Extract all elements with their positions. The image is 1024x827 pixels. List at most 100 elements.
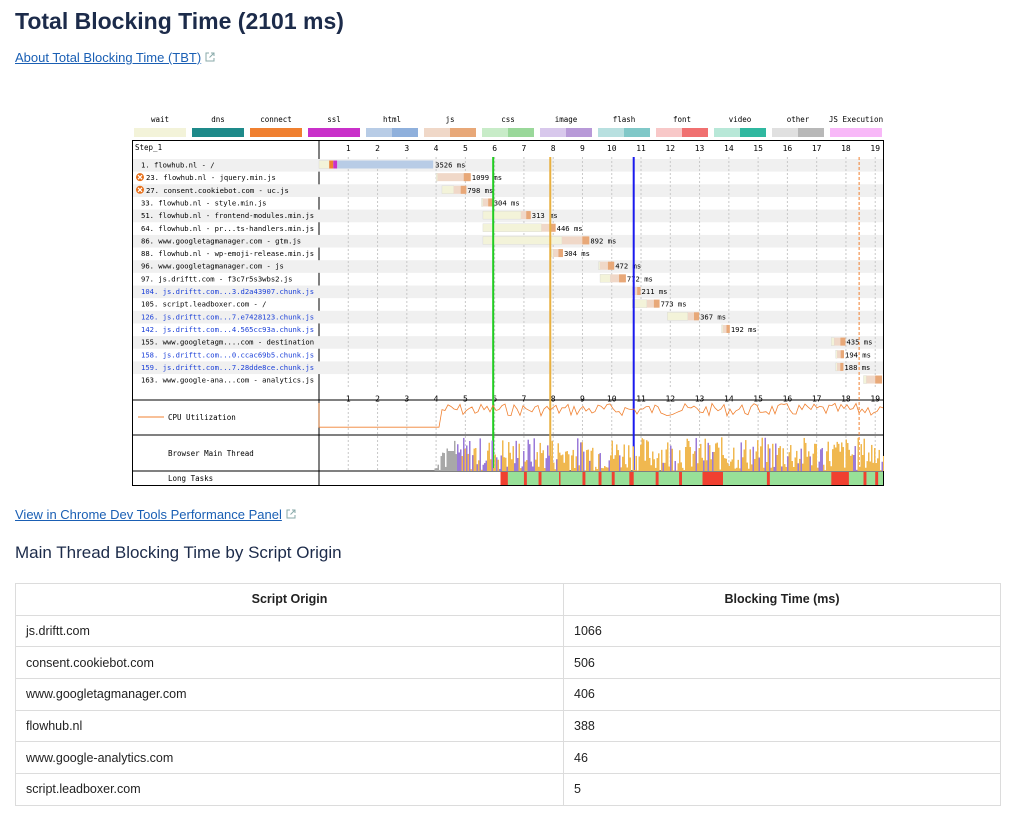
main-thread-activity (485, 460, 487, 471)
main-thread-activity (542, 450, 544, 471)
request-wait-bar (318, 160, 330, 169)
main-thread-activity (736, 467, 738, 471)
legend-swatch (772, 128, 798, 137)
main-thread-activity (673, 470, 675, 471)
main-thread-activity (818, 461, 820, 471)
legend-label: font (673, 115, 691, 124)
blocking-time-cell: 1066 (563, 614, 1001, 648)
main-thread-activity (670, 445, 672, 471)
main-thread-activity (638, 456, 640, 471)
request-time: 3526 ms (435, 161, 465, 170)
request-time: 773 ms (661, 300, 687, 309)
main-thread-activity (506, 466, 508, 471)
main-thread-activity (853, 455, 855, 471)
main-thread-activity (484, 463, 486, 471)
tick-label-bottom: 14 (724, 395, 734, 404)
main-thread-activity (472, 455, 474, 471)
request-download-bar (840, 362, 844, 371)
tick-label-bottom: 18 (841, 395, 851, 404)
tick-label-top: 10 (607, 144, 617, 153)
main-thread-activity (692, 453, 694, 471)
request-time: 367 ms (700, 312, 726, 321)
request-time: 446 ms (557, 224, 583, 233)
legend-swatch (830, 128, 856, 137)
main-thread-activity (560, 455, 562, 471)
main-thread-activity (511, 459, 513, 471)
request-download-bar (460, 185, 467, 194)
main-thread-activity (481, 469, 483, 471)
main-thread-activity (865, 467, 867, 471)
main-thread-activity (637, 470, 639, 471)
main-thread-activity (799, 458, 801, 471)
tick-label-bottom: 5 (463, 395, 468, 404)
main-thread-activity (731, 459, 733, 471)
main-thread-activity (844, 467, 846, 471)
main-thread-activity (856, 469, 858, 471)
external-link-icon (205, 52, 215, 62)
long-task-block (598, 472, 602, 485)
main-thread-activity (787, 456, 789, 471)
main-thread-activity (623, 444, 625, 471)
main-thread-activity (476, 464, 478, 471)
long-task-block (582, 472, 586, 485)
main-thread-activity (772, 443, 774, 471)
main-thread-activity (452, 451, 454, 471)
legend-swatch (334, 128, 360, 137)
request-label: 86. www.googletagmanager.com - gtm.js (141, 236, 301, 245)
main-thread-activity (863, 438, 865, 471)
tick-label-top: 14 (724, 144, 734, 153)
blocked-icon-cross (137, 187, 143, 193)
main-thread-activity (745, 440, 747, 471)
main-thread-activity (581, 442, 583, 471)
main-thread-activity (547, 445, 549, 471)
main-thread-activity (590, 450, 592, 471)
main-thread-activity (655, 467, 657, 471)
main-thread-activity (857, 437, 859, 471)
main-thread-activity (782, 448, 784, 471)
legend-swatch (192, 128, 218, 137)
column-header-blocking-time: Blocking Time (ms) (563, 583, 1001, 616)
main-thread-activity (871, 444, 873, 471)
section-title: Main Thread Blocking Time by Script Orig… (15, 543, 342, 562)
main-thread-activity (838, 443, 840, 471)
legend-swatch (714, 128, 740, 137)
main-thread-activity (488, 442, 490, 471)
main-thread-activity (734, 468, 736, 471)
main-thread-activity (769, 448, 771, 471)
tick-label-top: 16 (783, 144, 793, 153)
about-tbt-link[interactable]: About Total Blocking Time (TBT) (15, 50, 215, 65)
request-ttfb-bar (722, 324, 729, 333)
tick-label-top: 1 (346, 144, 351, 153)
main-thread-activity (497, 459, 499, 471)
main-thread-activity (442, 452, 444, 471)
legend-swatch (160, 128, 186, 137)
main-thread-activity (535, 459, 537, 471)
main-thread-activity (436, 468, 438, 471)
main-thread-activity (575, 456, 577, 471)
tick-label-top: 8 (551, 144, 556, 153)
tick-label-top: 2 (375, 144, 380, 153)
request-ttfb-bar (687, 312, 699, 321)
main-thread-activity (658, 453, 660, 471)
legend-label: dns (211, 115, 225, 124)
main-thread-activity (845, 439, 847, 471)
tick-label-bottom: 16 (783, 395, 793, 404)
request-label: 159. js.driftt.com...7.28dde8ce.chunk.js (141, 363, 314, 372)
legend-swatch (308, 128, 334, 137)
long-task-block (538, 472, 542, 485)
request-wait-bar (667, 312, 689, 321)
request-label: 158. js.driftt.com...0.ccac69b5.chunk.js (141, 350, 314, 359)
main-thread-activity (478, 460, 480, 471)
main-thread-activity (728, 465, 730, 471)
devtools-link[interactable]: View in Chrome Dev Tools Performance Pan… (15, 507, 296, 522)
row-stripe (133, 361, 883, 375)
main-thread-activity (583, 451, 585, 471)
main-thread-activity (589, 460, 591, 471)
main-thread-activity (499, 468, 501, 471)
column-header-origin: Script Origin (15, 583, 564, 616)
main-thread-activity (650, 465, 652, 471)
main-thread-activity (800, 448, 802, 471)
legend-swatch (540, 128, 566, 137)
main-thread-activity (652, 451, 654, 471)
main-thread-activity (487, 450, 489, 471)
